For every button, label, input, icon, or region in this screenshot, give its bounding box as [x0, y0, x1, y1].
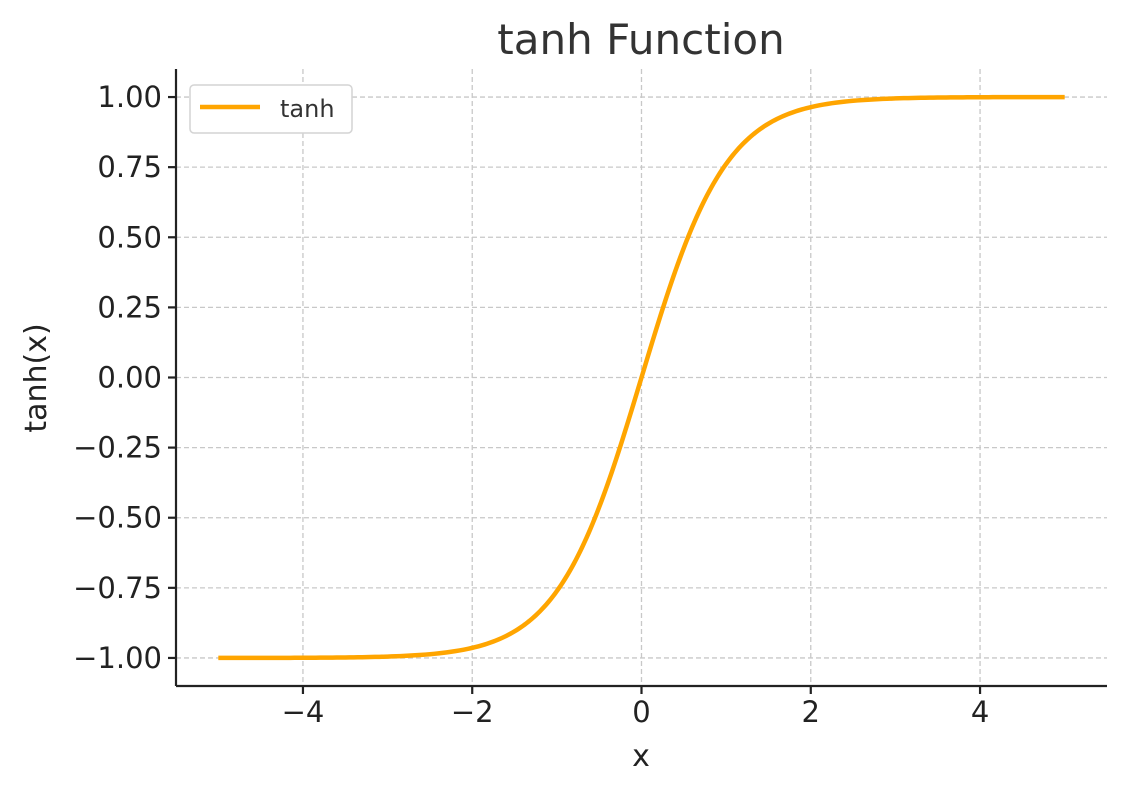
series-layer: [218, 94, 1065, 661]
y-tick-label: −0.25: [73, 431, 162, 465]
x-tick-label: 4: [971, 695, 989, 729]
legend-box: [189, 84, 353, 134]
x-tick-label: −2: [451, 695, 494, 729]
axis-ticks: −4 −2 0 2 4 −1.00 −0.75 −0.50 −0.25 0.00 0.25 0.50 0…: [73, 80, 989, 729]
y-tick-label: 0.50: [97, 220, 162, 254]
y-tick-label: 0.00: [97, 361, 162, 395]
y-tick-label: −0.75: [73, 571, 162, 605]
y-axis-label: tanh(x): [19, 323, 54, 432]
x-tick-label: 0: [632, 695, 650, 729]
legend: tanh: [189, 84, 353, 134]
x-tick-label: 2: [802, 695, 820, 729]
y-tick-label: 0.75: [97, 150, 162, 184]
y-tick-label: 1.00: [97, 80, 162, 114]
chart-title: tanh Function: [497, 15, 784, 64]
y-tick-label: −1.00: [73, 641, 162, 675]
x-tick-label: −4: [282, 695, 325, 729]
x-axis-label: x: [632, 739, 650, 774]
series-line-tanh: [218, 94, 1065, 661]
y-tick-label: 0.25: [97, 290, 162, 324]
legend-label-tanh: tanh: [280, 95, 335, 123]
y-tick-label: −0.50: [73, 501, 162, 535]
